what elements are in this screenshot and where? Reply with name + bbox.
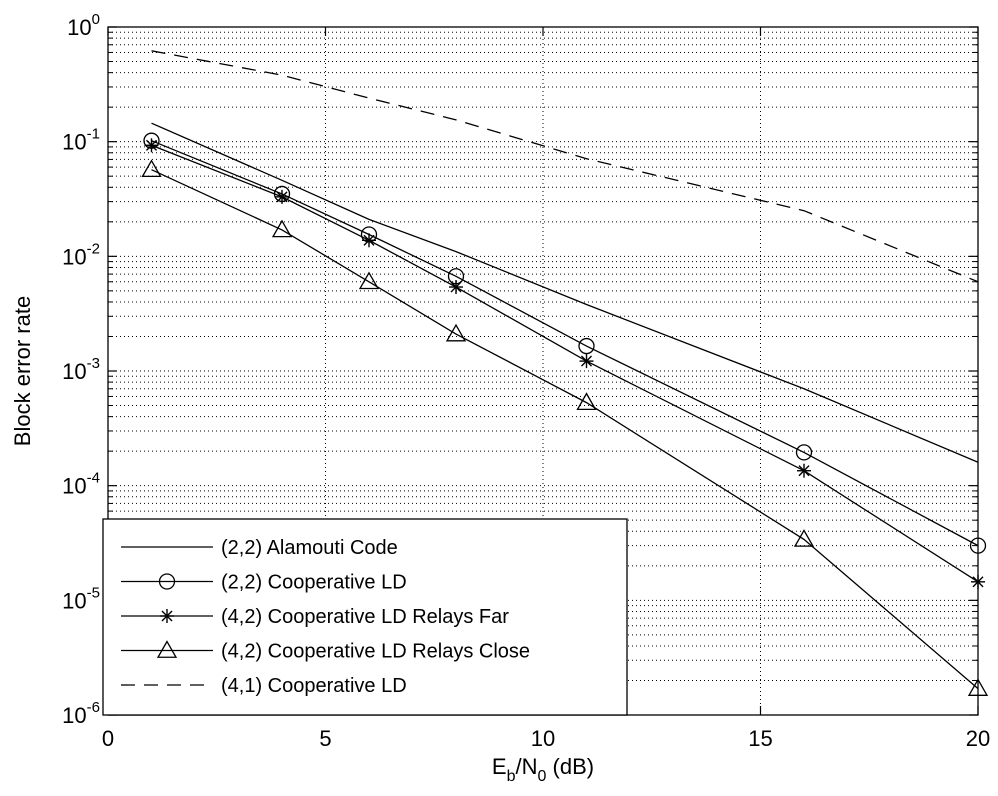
series-layer [141, 50, 989, 696]
series-3-asterisk-marker [144, 138, 159, 153]
series-1-line [151, 122, 979, 463]
y-tick-label: 10-3 [62, 355, 100, 384]
y-tick-label: 10-2 [62, 240, 100, 269]
series-4-triangle-marker [141, 159, 162, 178]
ticks-layer [107, 26, 979, 716]
legend: (2,2) Alamouti Code (2,2) Cooperative LD (… [102, 518, 628, 716]
y-tick-base: 10 [62, 588, 86, 613]
x-axis-label: Eb/N0 (dB) [492, 754, 594, 785]
legend-label: (4,2) Cooperative LD Relays Far [221, 606, 509, 628]
y-tick-exponent: -6 [87, 699, 100, 716]
series-3-asterisk-marker [449, 280, 463, 295]
x-tick-label: 20 [966, 726, 990, 751]
x-axis-label-main: E [492, 754, 507, 779]
x-axis-label-sub2: 0 [538, 768, 547, 785]
x-axis-label-sub1: b [507, 768, 516, 785]
series-2-circle-marker [795, 444, 813, 461]
x-tick-labels: 0 5 10 15 20 [102, 726, 990, 751]
series-3-asterisk-marker [275, 189, 289, 204]
series-3-asterisk-marker [797, 463, 811, 478]
legend-label: (2,2) Cooperative LD [221, 572, 407, 594]
x-tick-label: 10 [531, 726, 555, 751]
series-4-triangle-marker [358, 271, 380, 290]
legend-entry: (4,2) Cooperative LD Relays Far [121, 606, 509, 628]
series-3-asterisk-marker [579, 354, 594, 369]
y-tick-base: 10 [62, 359, 86, 384]
y-tick-exponent: -2 [87, 240, 100, 257]
x-axis-label-mid: /N [516, 754, 538, 779]
y-tick-label: 10-1 [62, 126, 100, 155]
series-4-triangle-marker [271, 219, 293, 238]
y-tick-exponent: -3 [87, 355, 100, 372]
series-4-line [151, 169, 979, 690]
legend-asterisk-marker [160, 609, 174, 623]
x-tick-label: 5 [319, 726, 331, 751]
series-3-asterisk-marker [362, 233, 376, 248]
series-5-line [151, 50, 979, 283]
series-4-triangle-marker [793, 529, 815, 547]
series-2-circle-marker [578, 337, 595, 355]
legend-circle-marker [158, 573, 176, 590]
y-tick-label: 100 [67, 11, 100, 40]
series-4-triangle-marker [445, 323, 467, 342]
legend-label: (4,2) Cooperative LD Relays Close [221, 641, 530, 663]
y-tick-label: 10-5 [62, 584, 100, 613]
y-tick-base: 10 [67, 15, 91, 40]
y-tick-exponent: -5 [87, 584, 100, 601]
y-tick-exponent: -4 [87, 470, 100, 487]
y-tick-label: 10-6 [62, 699, 100, 728]
y-tick-base: 10 [62, 130, 86, 155]
y-tick-base: 10 [62, 703, 86, 728]
y-tick-exponent: 0 [92, 11, 100, 28]
y-tick-base: 10 [62, 244, 86, 269]
y-axis-label: Block error rate [10, 296, 35, 446]
legend-label: (2,2) Alamouti Code [221, 537, 398, 559]
legend-entry: (2,2) Cooperative LD [121, 572, 407, 594]
legend-items: (2,2) Alamouti Code (2,2) Cooperative LD (… [121, 537, 530, 697]
x-tick-label: 15 [748, 726, 772, 751]
legend-entry: (4,2) Cooperative LD Relays Close [121, 640, 530, 663]
y-tick-label: 10-4 [62, 470, 100, 499]
x-axis-label-suffix: (dB) [546, 754, 594, 779]
y-tick-exponent: -1 [87, 126, 100, 143]
legend-entry: (2,2) Alamouti Code [121, 537, 398, 559]
legend-triangle-marker [156, 640, 178, 658]
legend-box [102, 518, 628, 716]
y-tick-base: 10 [62, 474, 86, 499]
series-4-triangle-marker [576, 392, 597, 411]
legend-label: (4,1) Cooperative LD [221, 675, 407, 697]
legend-entry: (4,1) Cooperative LD [121, 675, 407, 697]
x-tick-label: 0 [102, 726, 114, 751]
